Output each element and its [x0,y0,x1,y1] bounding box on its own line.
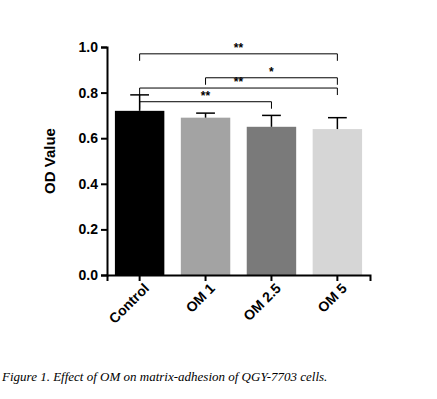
x-tick-label: OM 1 [182,280,218,316]
significance-label: ** [201,89,211,103]
bar [247,127,296,275]
significance-bracket [140,54,338,61]
bar [313,129,362,275]
marks [115,95,362,275]
y-tick-label: 0.8 [79,85,99,101]
x-tick: OM 2.5 [240,275,284,324]
y-tick-mark [101,47,107,49]
y-tick: 0.8 [79,85,107,101]
bar [181,118,230,275]
significance-label: * [269,65,274,79]
y-tick-mark [101,229,107,231]
y-tick-label: 0.6 [79,130,99,146]
error-bar [262,115,281,126]
caption: Figure 1. Effect of OM on matrix-adhesio… [1,369,327,384]
y-tick-mark [101,92,107,94]
y-tick-label: 1.0 [79,39,99,55]
y-axis-line [101,48,108,276]
significance-label: ** [234,41,244,55]
x-tick-label: Control [106,280,153,327]
chart: 0.0 0.2 0.4 0.6 0.8 1.0 Control OM 1 OM 2.5 OM 5 *… [0,0,437,399]
x-tick: Control [106,275,153,327]
y-tick: 0.2 [79,221,107,237]
error-bar [328,118,347,129]
y-tick-mark [101,275,107,277]
error-cap [328,117,347,119]
y-tick-mark [101,183,107,185]
y-tick-label: 0.0 [79,267,99,283]
significance: ******* [140,41,338,109]
significance-bracket [140,102,272,109]
x-tick-label: OM 5 [314,280,350,316]
y-tick: 0.0 [79,267,107,283]
x-axis-line [108,276,371,282]
x-axis: Control OM 1 OM 2.5 OM 5 [106,275,371,327]
x-tick: OM 1 [182,275,218,316]
y-tick-label: 0.2 [79,221,99,237]
y-tick-mark [101,138,107,140]
x-tick: OM 5 [314,275,350,316]
x-tick-label: OM 2.5 [240,280,284,324]
y-tick: 0.4 [79,176,107,192]
error-cap [196,112,215,114]
y-axis-title: OD Value [41,128,58,194]
y-tick-label: 0.4 [79,176,99,192]
bar [115,111,164,275]
significance-label: ** [234,75,244,89]
significance-bracket [140,88,338,95]
error-bar [196,113,215,118]
significance-bracket [206,78,338,85]
plot: 0.0 0.2 0.4 0.6 0.8 1.0 Control OM 1 OM 2.5 OM 5 *… [79,39,371,327]
error-whisker [337,118,339,129]
y-tick: 1.0 [79,39,107,55]
error-whisker [271,115,273,126]
error-cap [262,115,281,117]
y-axis: 0.0 0.2 0.4 0.6 0.8 1.0 [79,39,108,283]
y-tick: 0.6 [79,130,107,146]
